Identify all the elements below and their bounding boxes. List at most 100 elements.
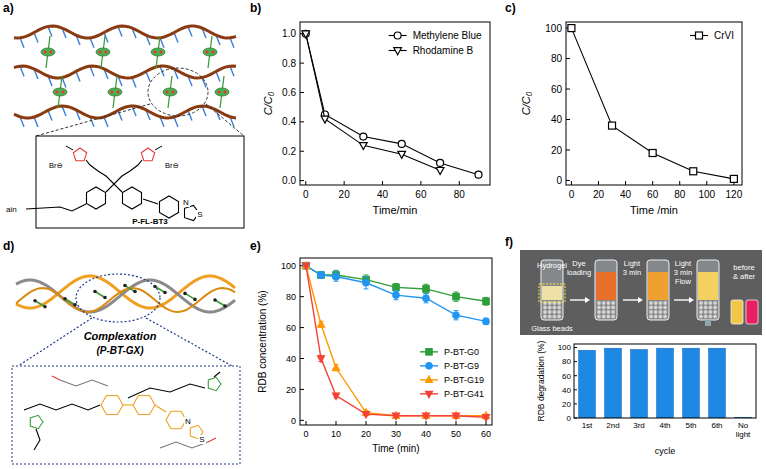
bar: [631, 350, 648, 418]
stopcock: [705, 320, 711, 326]
column-tube: [647, 260, 669, 320]
y-tick: [300, 420, 304, 421]
x-tick: [571, 181, 572, 185]
plot-frame: [300, 22, 490, 185]
imidazolium-ring: [30, 415, 43, 428]
glass-bead: [708, 301, 712, 305]
panel-letter: f): [505, 235, 513, 249]
data-point: [483, 298, 489, 304]
step-label: Light: [624, 259, 641, 268]
ring: [87, 187, 106, 209]
hydrogel: [698, 272, 718, 300]
side-chain: [76, 71, 80, 81]
y-tick: [300, 121, 304, 122]
dye-dot: [205, 50, 208, 53]
x-tick: [459, 181, 460, 185]
data-point: [690, 168, 697, 175]
bond: [24, 404, 100, 410]
polymer-strand: [16, 288, 235, 312]
step-arrow: [674, 299, 691, 300]
error-cap: [424, 284, 429, 285]
imidazolium-ring: [73, 148, 86, 161]
side-chain: [62, 78, 66, 88]
imidazolium-ring: [208, 377, 221, 390]
glass-bead: [548, 306, 552, 310]
side-chain: [104, 117, 108, 127]
glass-bead: [543, 315, 547, 319]
data-point: [303, 263, 309, 269]
x-tick-label: 2nd: [606, 421, 619, 430]
glass-bead: [708, 315, 712, 319]
x-axis-title: Time (min): [372, 443, 419, 454]
y-tick: [300, 63, 304, 64]
zoom-circle: [76, 274, 160, 322]
plot-frame: [574, 344, 756, 418]
x-axis-title: cycle: [655, 446, 676, 456]
glass-bead: [654, 301, 658, 305]
zoom-line: [206, 104, 244, 136]
glass-bead: [663, 310, 667, 314]
dye-unit: [53, 88, 67, 96]
data-point: [392, 413, 399, 419]
glass-bead: [658, 301, 662, 305]
atom-label: N: [183, 198, 189, 207]
x-axis-title: Time/min: [373, 204, 418, 216]
bond: [52, 376, 60, 380]
y-tick-label: 20: [286, 385, 296, 395]
side-chain: [216, 71, 220, 81]
x-tick-label: 4th: [659, 421, 670, 430]
side-chain: [48, 26, 52, 36]
charge-dot: [223, 304, 227, 308]
glass-bead: [602, 315, 606, 319]
error-cap: [424, 293, 429, 294]
glass-bead: [597, 301, 601, 305]
panel-a: ainP-FL-BT3NSBr⊖Br⊖: [6, 26, 244, 228]
data-point: [302, 263, 309, 269]
error-cap: [454, 310, 459, 311]
bond: [26, 204, 86, 211]
data-point: [422, 413, 429, 419]
error-cap: [334, 271, 339, 272]
bond: [143, 199, 158, 204]
column-tube: [595, 260, 617, 320]
glass-bead: [557, 315, 561, 319]
dye-dot: [171, 90, 174, 93]
glass-bead: [557, 306, 561, 310]
dye-unit: [163, 88, 177, 96]
charge-dot: [93, 290, 97, 294]
glass-bead: [658, 310, 662, 314]
dye-unit: [41, 48, 55, 56]
bar: [709, 348, 726, 418]
chart-3: 0204060801001st2nd3rd4th5th6thNolightcyc…: [536, 340, 756, 456]
x-tick-label: 30: [391, 429, 401, 439]
side-chain: [90, 66, 94, 76]
error-cap: [394, 299, 399, 300]
dye-unit: [215, 88, 229, 96]
charge-dot: [163, 291, 167, 295]
y-tick-label: 0.4: [282, 116, 296, 127]
data-point: [437, 159, 444, 166]
x-tick-label: 40: [421, 429, 431, 439]
glass-bead: [713, 310, 717, 314]
chart-0: 0204060800.00.20.40.60.81.0Time/minC/C₀M…: [262, 22, 490, 216]
bond: [66, 146, 73, 150]
glass-bead: [606, 301, 610, 305]
y-tick-label: 0.2: [282, 146, 296, 157]
x-tick-label: 40: [377, 189, 389, 200]
error-cap: [454, 292, 459, 293]
error-cap: [334, 270, 339, 271]
step-label: Light: [675, 259, 692, 268]
hydrogel: [542, 286, 562, 300]
y-tick-label: 100: [558, 343, 572, 352]
y-tick-label: 0: [291, 416, 296, 426]
photo-label: Glass beads: [531, 324, 573, 333]
atom-ground: [182, 198, 190, 207]
glass-bead: [606, 315, 610, 319]
data-point: [318, 272, 324, 278]
dye-unit: [203, 48, 217, 56]
bond: [128, 384, 205, 398]
y-tick: [566, 149, 570, 150]
charge-dot: [133, 290, 137, 294]
data-point: [359, 143, 367, 150]
dye-dot: [116, 90, 119, 93]
